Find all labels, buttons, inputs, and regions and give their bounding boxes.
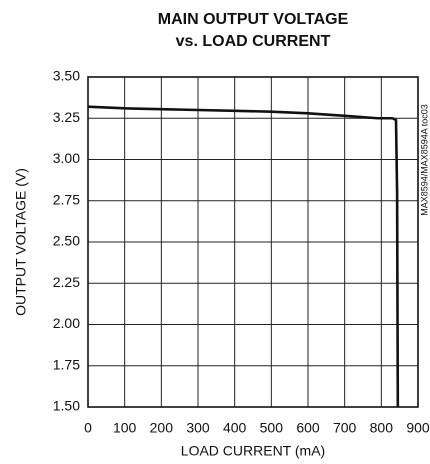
chart-title: MAIN OUTPUT VOLTAGE [158,11,349,28]
x-tick-label: 0 [84,420,92,436]
x-axis-label: LOAD CURRENT (mA) [181,443,325,459]
x-tick-label: 800 [370,420,394,436]
x-tick-label: 900 [406,420,430,436]
x-tick-label: 600 [296,420,320,436]
x-tick-label: 700 [333,420,357,436]
chart-subtitle: vs. LOAD CURRENT [176,33,331,50]
y-tick-label: 2.75 [53,191,80,207]
annotation: MAX8594/MAX8594A toc03 [419,104,429,216]
y-tick-label: 2.25 [53,274,80,290]
y-tick-label: 2.50 [53,233,80,249]
data-line [87,105,400,408]
y-tick-label: 1.50 [53,398,80,414]
x-tick-label: 100 [113,420,137,436]
x-tick-label: 400 [223,420,247,436]
y-tick-label: 3.50 [53,68,80,84]
plot-frame [87,76,419,408]
x-tick-label: 200 [150,420,174,436]
y-tick-label: 1.75 [53,356,80,372]
y-tick-label: 3.00 [53,150,80,166]
y-axis-label: OUTPUT VOLTAGE (V) [13,168,29,316]
y-tick-label: 2.00 [53,315,80,331]
x-tick-label: 500 [260,420,284,436]
y-tick-label: 3.25 [53,109,80,125]
x-tick-label: 300 [186,420,210,436]
